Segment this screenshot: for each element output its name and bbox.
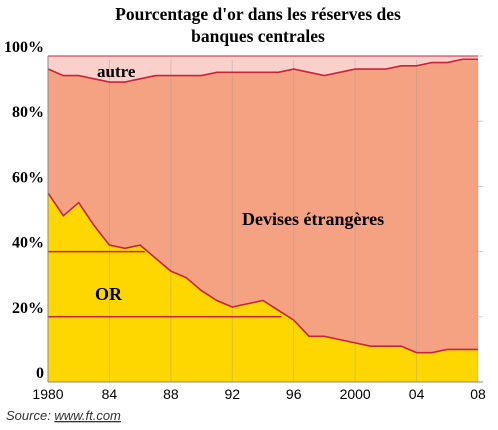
source-prefix: Source: [6,408,54,423]
y-tick-label: 20% [12,300,44,317]
y-tick-label: 100% [4,39,44,56]
x-tick-label: 88 [163,386,179,402]
y-tick-label: 40% [12,235,44,252]
x-tick-labels: 1980 84 88 92 96 2000 04 08 [32,386,486,402]
x-tick-label: 92 [224,386,240,402]
y-tick-label: 0 [36,365,44,382]
reference-lines [48,250,282,318]
x-tick-label: 84 [102,386,118,402]
series-boundary-line [47,58,478,83]
source-line: Source: www.ft.com [6,408,121,423]
series-boundary-line [47,192,478,354]
x-tick-label: 04 [409,386,425,402]
chart-title-line2: banques centrales [191,26,325,46]
x-tick-label: 2000 [340,386,371,402]
label-or: OR [95,284,123,304]
area-or [48,192,478,382]
area-devises-trang-res [48,59,478,353]
series-boundary-lines [47,55,478,354]
label-autre: autre [97,62,136,81]
y-tick-labels: 0 20% 40% 60% 80% 100% [4,39,44,382]
source-link[interactable]: www.ft.com [54,408,121,423]
x-tick-label: 96 [286,386,302,402]
y-tick-label: 80% [12,104,44,121]
y-tick-label: 60% [12,169,44,186]
label-devises-etrangeres: Devises étrangères [242,209,384,229]
x-tick-label: 1980 [32,386,63,402]
chart-title-line1: Pourcentage d'or dans les réserves des [115,4,401,24]
x-tick-label: 08 [470,386,486,402]
